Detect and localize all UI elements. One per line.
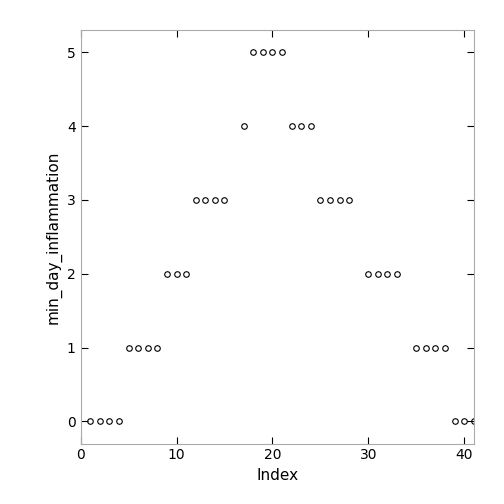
X-axis label: Index: Index <box>256 468 298 483</box>
Y-axis label: min_day_inflammation: min_day_inflammation <box>45 150 61 324</box>
